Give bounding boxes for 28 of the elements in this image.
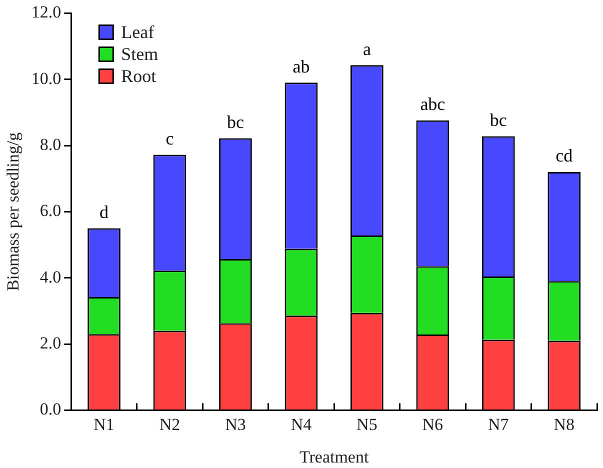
x-tick-label: N8 (554, 414, 575, 434)
annotation: ab (292, 56, 310, 76)
x-tick-label: N5 (356, 414, 378, 434)
annotation: abc (420, 94, 446, 114)
annotation: bc (490, 110, 507, 130)
y-axis-title: Biomass per seedling/g (4, 132, 23, 292)
x-axis-title: Treatment (299, 447, 369, 466)
annotation: bc (226, 112, 244, 132)
annotation: cd (556, 146, 573, 166)
x-tick-label: N6 (422, 414, 444, 434)
y-tick-label: 4.0 (40, 267, 62, 286)
legend-label: Leaf (121, 22, 154, 42)
annotation: c (166, 128, 174, 149)
legend-label: Stem (121, 44, 158, 64)
y-tick-label: 6.0 (40, 201, 62, 220)
y-tick-label: 2.0 (40, 334, 62, 352)
y-tick-label: 8.0 (40, 135, 62, 154)
annotation: a (362, 38, 371, 59)
y-tick-label: 10.0 (31, 68, 62, 88)
x-tick-label: N3 (225, 414, 246, 434)
x-tick-label: N4 (290, 414, 312, 434)
annotation: d (100, 202, 109, 222)
x-tick-label: N2 (159, 414, 180, 434)
y-tick-label: 0.0 (40, 400, 62, 419)
legend-label: Root (121, 66, 156, 86)
x-tick-label: N1 (94, 414, 114, 434)
x-tick-label: N7 (488, 414, 510, 434)
y-tick-label: 12.0 (31, 2, 62, 22)
